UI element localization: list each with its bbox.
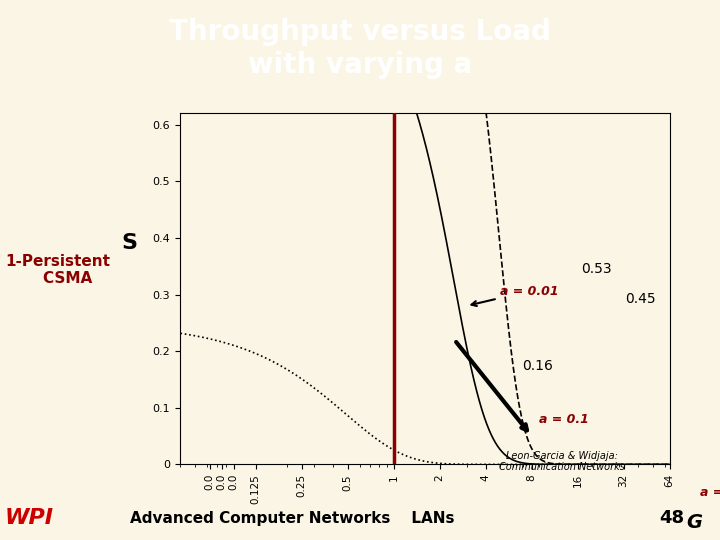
Text: 1-Persistent
    CSMA: 1-Persistent CSMA [5, 254, 110, 286]
Text: 0.53: 0.53 [581, 262, 611, 276]
Text: WPI: WPI [4, 508, 53, 529]
Text: a = 0.01: a = 0.01 [472, 285, 559, 306]
Text: Advanced Computer Networks    LANs: Advanced Computer Networks LANs [130, 511, 454, 526]
Text: G: G [686, 512, 702, 531]
Text: a = 1: a = 1 [701, 486, 720, 499]
Text: Throughput versus Load
with varying a: Throughput versus Load with varying a [169, 18, 551, 79]
Text: 0.16: 0.16 [522, 359, 553, 373]
Text: a = 0.1: a = 0.1 [539, 413, 589, 426]
Text: 0.45: 0.45 [626, 292, 656, 306]
Text: Leon-Garcia & Widjaja:
Communication Networks: Leon-Garcia & Widjaja: Communication Net… [499, 451, 624, 472]
Text: S: S [122, 233, 138, 253]
Text: 48: 48 [659, 509, 684, 528]
